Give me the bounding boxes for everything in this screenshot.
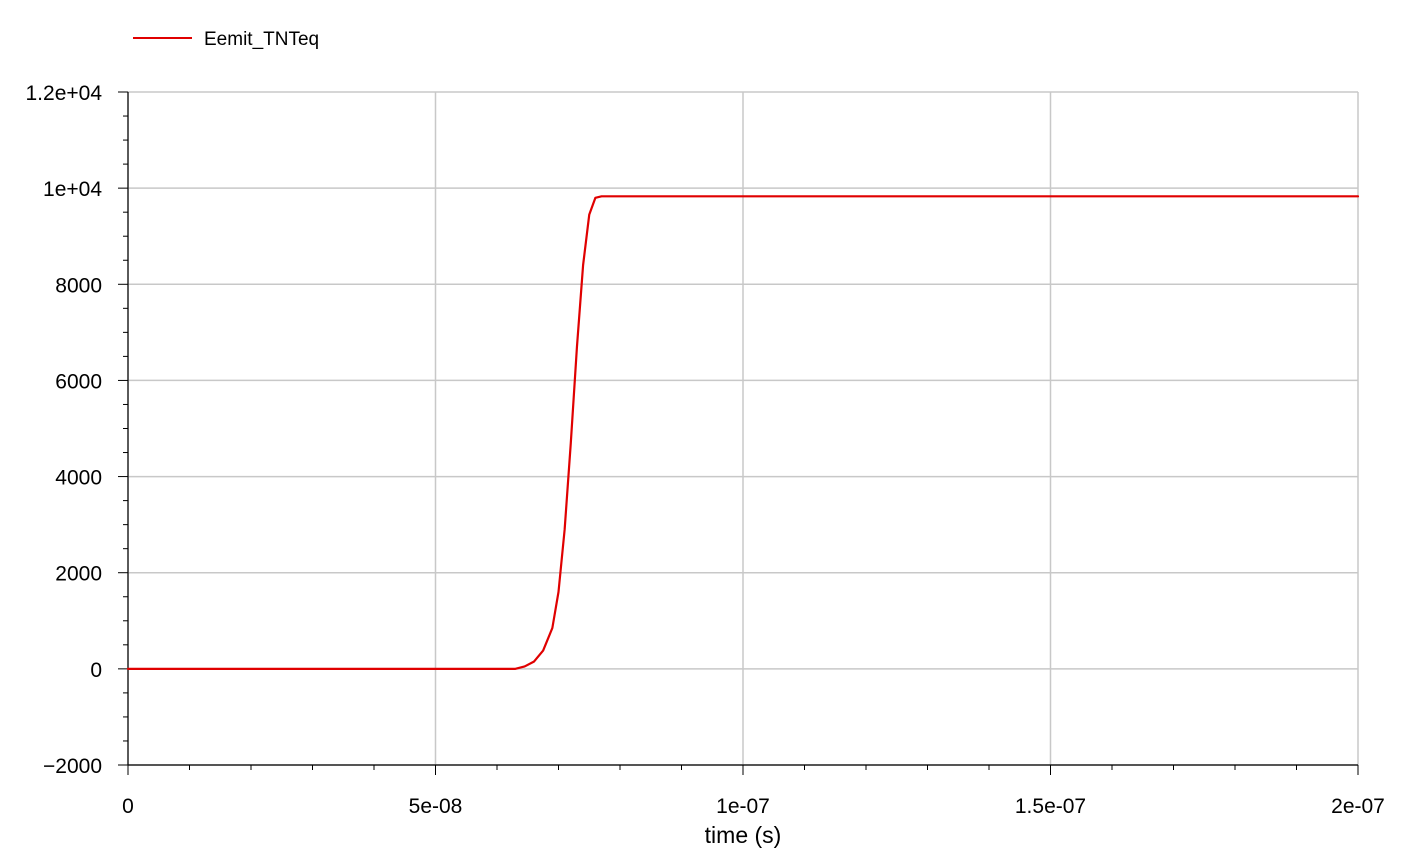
y-tick-label: 6000 — [55, 370, 102, 393]
x-tick-label: 5e-08 — [409, 795, 463, 818]
x-axis-title: time (s) — [705, 822, 782, 848]
x-tick-label: 1e-07 — [716, 795, 770, 818]
y-tick-label: 1.2e+04 — [26, 82, 103, 105]
y-tick-label: 4000 — [55, 467, 102, 490]
y-tick-label: 8000 — [55, 274, 102, 297]
y-tick-label: 2000 — [55, 563, 102, 586]
x-tick-label: 1.5e-07 — [1015, 795, 1086, 818]
tick-labels: −2000 0 2000 4000 6000 8000 1e+04 1.2e+04 0 5e-08… — [26, 82, 1385, 818]
y-tick-label: −2000 — [43, 755, 102, 778]
y-tick-label: 0 — [90, 659, 102, 682]
legend: Eemit_TNTeq — [133, 29, 319, 50]
series-line-eemit-tnteq — [126, 195, 1360, 670]
x-tick-label: 0 — [122, 795, 134, 818]
grid — [127, 91, 1359, 766]
y-tick-label: 1e+04 — [43, 178, 102, 201]
series-layer — [126, 195, 1360, 670]
ticks — [118, 91, 1359, 775]
legend-label-eemit-tnteq: Eemit_TNTeq — [204, 29, 319, 50]
x-tick-label: 2e-07 — [1331, 795, 1385, 818]
